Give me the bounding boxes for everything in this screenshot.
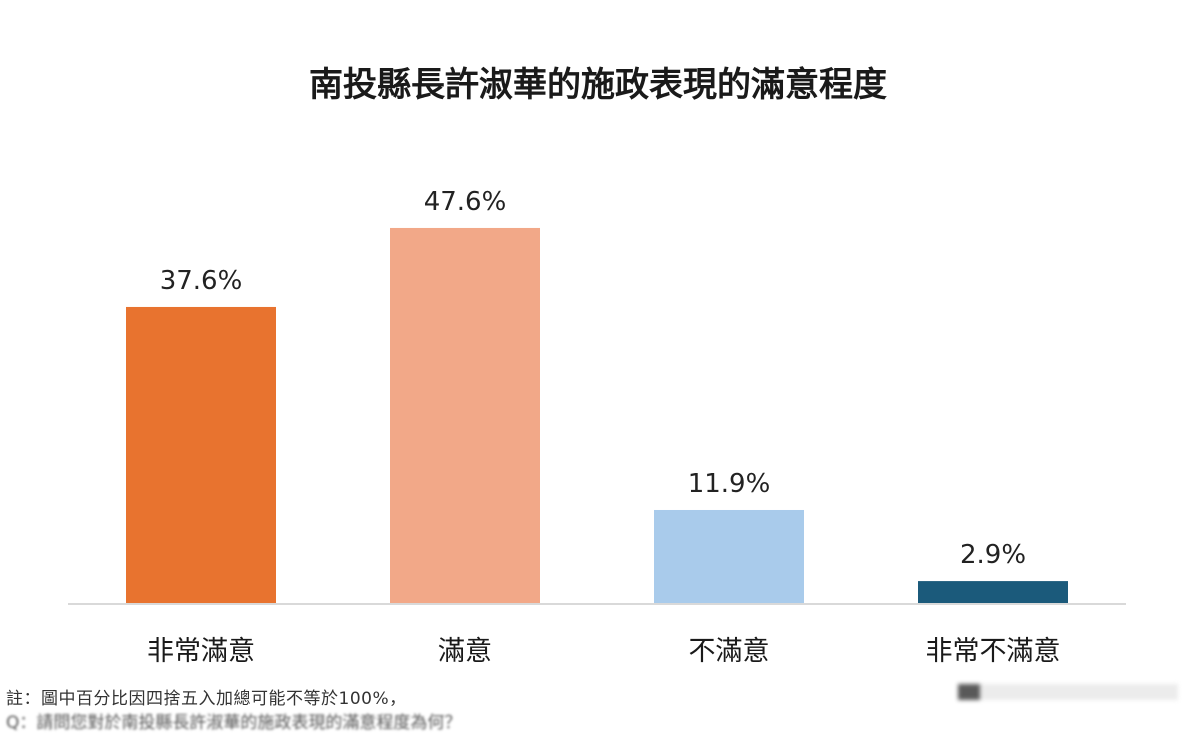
category-label-3: 非常不滿意 [926,636,1061,667]
data-label-3: 2.9% [960,540,1026,570]
data-label-0: 37.6% [160,266,243,296]
chart-title: 南投縣長許淑華的施政表現的滿意程度 [309,65,887,105]
bar-2 [654,509,804,604]
category-label-1: 滿意 [438,636,492,667]
bar-0 [126,306,276,604]
watermark [958,684,1178,700]
data-label-1: 47.6% [424,187,507,217]
category-label-2: 不滿意 [689,636,770,667]
footnote: 註：圖中百分比因四捨五入加總可能不等於100%， [6,689,407,709]
bar-3 [918,581,1068,604]
bar-1 [390,227,540,604]
footnote-question: Q：請問您對於南投縣長許淑華的施政表現的滿意程度為何？ [6,713,462,733]
data-label-2: 11.9% [688,469,771,499]
category-label-0: 非常滿意 [147,636,255,667]
bar-chart: 南投縣長許淑華的施政表現的滿意程度 37.6% 非常滿意 47.6% 滿意 11.9% 不… [68,65,1126,667]
